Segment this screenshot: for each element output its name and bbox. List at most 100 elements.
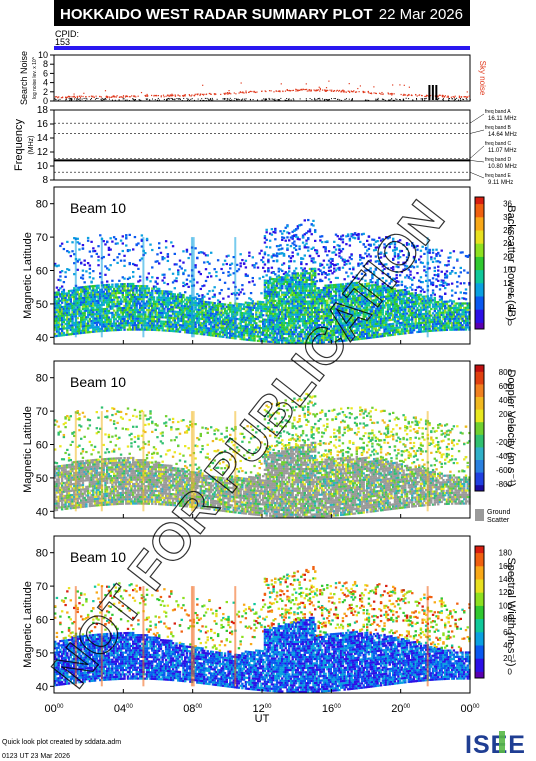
heatmap-cell: [102, 314, 105, 317]
search-noise-point: [340, 99, 342, 101]
heatmap-cell: [59, 308, 62, 311]
heatmap-cell: [111, 324, 114, 328]
heatmap-cell: [130, 306, 133, 309]
heatmap-cell: [149, 291, 152, 294]
heatmap-cell: [62, 294, 66, 298]
heatmap-cell: [267, 290, 270, 293]
heatmap-cell: [286, 332, 289, 336]
heatmap-cell: [137, 267, 140, 270]
heatmap-cell: [262, 322, 265, 326]
heatmap-cell: [272, 327, 275, 331]
heatmap-cell: [152, 302, 156, 305]
heatmap-cell: [177, 295, 180, 298]
sky-noise-point: [54, 96, 57, 98]
heatmap-cell: [95, 299, 98, 303]
heatmap-cell: [156, 320, 159, 323]
heatmap-cell: [275, 252, 279, 255]
heatmap-cell: [284, 317, 287, 320]
heatmap-cell: [171, 308, 175, 311]
heatmap-cell: [267, 314, 270, 317]
heatmap-cell: [166, 299, 170, 302]
heatmap-cell: [204, 303, 208, 306]
sky-noise-point: [324, 90, 326, 92]
heatmap-cell: [236, 311, 239, 314]
sky-noise-point: [425, 94, 428, 97]
heatmap-cell: [73, 273, 76, 276]
heatmap-cell: [107, 298, 111, 302]
sky-noise-point: [179, 95, 181, 97]
heatmap-cell: [284, 304, 287, 307]
heatmap-cell: [92, 313, 95, 316]
heatmap-cell: [277, 308, 280, 311]
heatmap-cell: [282, 308, 286, 312]
heatmap-cell: [300, 339, 303, 342]
heatmap-cell: [130, 300, 133, 303]
heatmap-cell: [289, 337, 293, 340]
heatmap-cell: [121, 300, 124, 303]
heatmap-cell: [135, 311, 138, 314]
heatmap-cell: [281, 328, 284, 331]
heatmap-cell: [310, 309, 313, 312]
heatmap-cell: [275, 306, 279, 309]
heatmap-cell: [203, 302, 206, 306]
heatmap-cell: [185, 316, 189, 319]
heatmap-cell: [288, 289, 291, 292]
heatmap-cell: [71, 332, 74, 336]
heatmap-cell: [277, 252, 280, 255]
heatmap-cell: [327, 278, 331, 281]
heatmap-cell: [116, 287, 119, 290]
heatmap-cell: [274, 325, 277, 329]
heatmap-cell: [201, 315, 204, 318]
heatmap-cell: [187, 301, 190, 304]
sky-noise-point: [324, 89, 326, 91]
heatmap-cell: [268, 310, 272, 313]
heatmap-cell: [71, 302, 74, 305]
heatmap-cell: [265, 281, 268, 285]
heatmap-cell: [111, 285, 114, 288]
heatmap-cell: [263, 292, 267, 295]
heatmap-cell: [294, 233, 298, 237]
heatmap-cell: [272, 259, 275, 263]
heatmap-cell: [320, 235, 324, 238]
heatmap-cell: [121, 291, 124, 294]
heatmap-cell: [86, 309, 90, 312]
heatmap-cell: [60, 308, 64, 311]
heatmap-cell: [104, 318, 107, 321]
heatmap-cell: [71, 326, 74, 329]
sky-noise-point: [256, 91, 258, 93]
sky-noise-point: [357, 87, 359, 90]
heatmap-cell: [298, 281, 301, 284]
heatmap-cell: [255, 328, 258, 331]
search-noise-point: [55, 99, 57, 101]
heatmap-cell: [270, 290, 274, 294]
sky-noise-point: [112, 95, 114, 97]
heatmap-cell: [60, 332, 64, 335]
heatmap-cell: [215, 323, 218, 327]
heatmap-cell: [132, 326, 135, 329]
heatmap-cell: [114, 326, 118, 330]
heatmap-cell: [66, 298, 69, 302]
heatmap-cell: [244, 318, 248, 322]
heatmap-cell: [248, 306, 251, 309]
heatmap-cell: [265, 312, 268, 315]
heatmap-cell: [182, 294, 185, 297]
heatmap-cell: [241, 316, 244, 319]
heatmap-cell: [241, 258, 244, 262]
heatmap-cell: [241, 320, 244, 323]
heatmap-cell: [135, 326, 138, 329]
heatmap-cell: [270, 228, 274, 231]
heatmap-cell: [282, 337, 286, 340]
sky-noise-point: [326, 89, 328, 92]
heatmap-cell: [163, 303, 166, 306]
heatmap-cell: [145, 291, 149, 294]
heatmap-cell: [263, 290, 267, 293]
heatmap-cell: [107, 296, 111, 300]
heatmap-cell: [301, 322, 305, 325]
heatmap-cell: [116, 256, 119, 259]
heatmap-cell: [76, 325, 79, 329]
search-noise-point: [388, 99, 390, 101]
heatmap-cell: [208, 333, 211, 337]
heatmap-cell: [164, 292, 168, 295]
heatmap-cell: [99, 319, 102, 322]
heatmap-cell: [272, 321, 275, 324]
